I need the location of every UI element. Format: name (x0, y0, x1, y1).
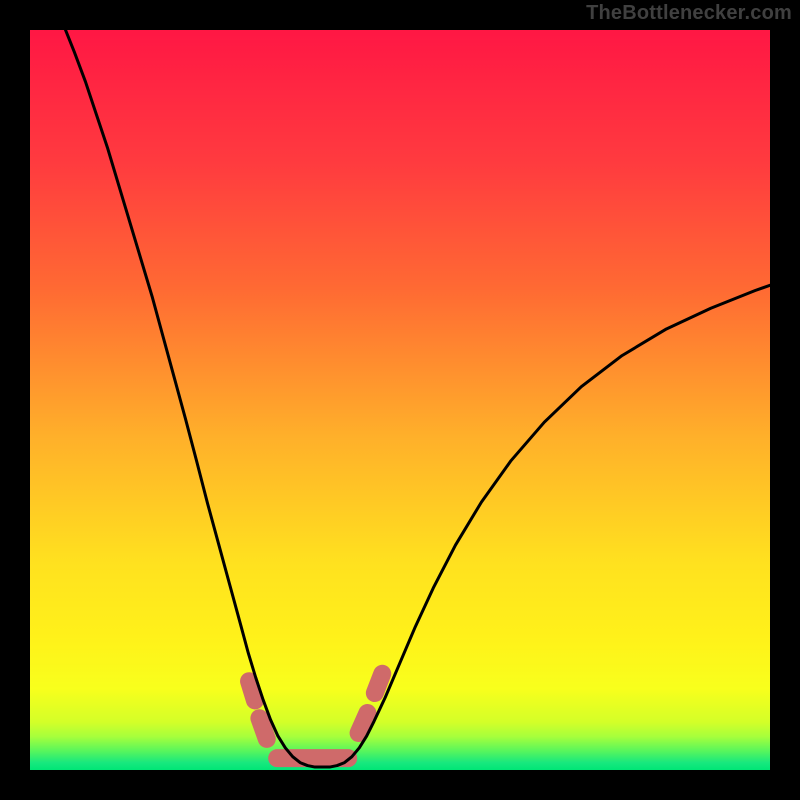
plot-svg (30, 30, 770, 770)
watermark-text: TheBottlenecker.com (586, 2, 792, 25)
chart-frame: TheBottlenecker.com (0, 0, 800, 800)
plot-area (30, 30, 770, 770)
